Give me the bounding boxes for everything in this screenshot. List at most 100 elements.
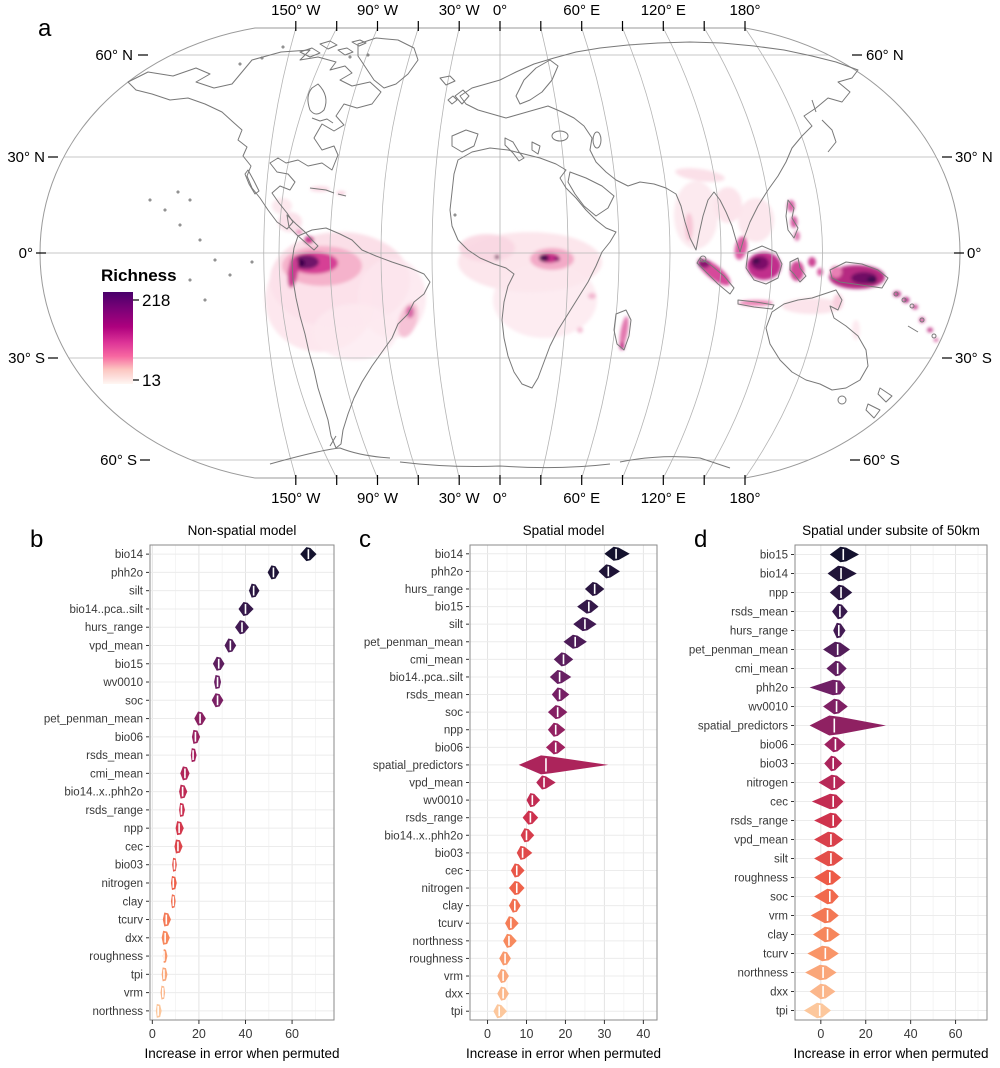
lon-label-top: 60° E bbox=[563, 2, 600, 19]
violin-median-nitrogen bbox=[515, 883, 518, 893]
y-axis-label-clay: clay bbox=[443, 901, 464, 913]
violin-median-northness bbox=[157, 1005, 159, 1016]
lon-label-top: 0° bbox=[493, 2, 507, 19]
violin-median-vpd_mean bbox=[543, 777, 545, 788]
violin-median-tcurv bbox=[824, 948, 827, 959]
panel-letter-d: d bbox=[694, 526, 707, 553]
violin-median-bio03 bbox=[173, 859, 176, 870]
violin-tcurv bbox=[505, 916, 519, 931]
y-axis-label-vpd_mean: vpd_mean bbox=[89, 640, 143, 652]
violin-median-npp bbox=[554, 724, 557, 735]
x-tick-label: 60 bbox=[949, 1027, 963, 1041]
x-tick-label: 60 bbox=[285, 1027, 299, 1041]
y-axis-label-nitrogen: nitrogen bbox=[101, 878, 143, 890]
panel-spatial-subsite-50km: bio15 bio14 npp rsds_mean hurs_range pet_penm… bbox=[670, 515, 1000, 1068]
violin-median-tcurv bbox=[165, 914, 168, 925]
x-tick-label: 40 bbox=[636, 1027, 650, 1041]
lon-label-top: 150° W bbox=[271, 2, 321, 19]
map-axis-ticks bbox=[36, 21, 964, 485]
lon-label-bottom: 60° E bbox=[563, 490, 600, 507]
lon-label-bottom: 30° W bbox=[439, 490, 481, 507]
violin-median-wv0010 bbox=[835, 701, 838, 712]
violin-bio14 bbox=[604, 546, 630, 561]
y-axis-label-nitrogen: nitrogen bbox=[746, 778, 788, 790]
lat-label-right: 60° S bbox=[863, 452, 900, 469]
x-axis-title-b: Increase in error when permuted bbox=[144, 1046, 339, 1061]
graticule bbox=[40, 28, 960, 478]
violin-cec bbox=[510, 863, 525, 878]
violin-median-rsds_range bbox=[832, 815, 834, 826]
violin-bio14..pca..silt bbox=[549, 669, 572, 684]
y-axis-label-pet_penman_mean: pet_penman_mean bbox=[44, 714, 143, 726]
y-axis-label-vrm: vrm bbox=[124, 988, 143, 1000]
violins bbox=[155, 547, 317, 1018]
x-tick-label: 0 bbox=[149, 1027, 156, 1041]
x-axis-title-c: Increase in error when permuted bbox=[466, 1046, 661, 1061]
violin-median-bio14..x..phh2o bbox=[525, 830, 528, 841]
y-axis-label-tcurv: tcurv bbox=[118, 915, 143, 927]
plot-border bbox=[469, 544, 658, 1021]
y-axis-label-roughness: roughness bbox=[734, 873, 788, 885]
violin-median-soc bbox=[829, 891, 831, 902]
panel-letter-b: b bbox=[30, 526, 43, 553]
violin-median-bio14 bbox=[615, 548, 617, 559]
violin-northness bbox=[503, 933, 517, 948]
y-axis-label-npp: npp bbox=[444, 725, 463, 737]
violin-median-silt bbox=[252, 585, 255, 596]
y-axis-label-vpd_mean: vpd_mean bbox=[734, 835, 788, 847]
violin-chart-b: bio14 phh2o silt bio14..pca..silt hurs_range… bbox=[30, 523, 340, 1061]
violins bbox=[493, 546, 630, 1019]
violin-pet_penman_mean bbox=[823, 641, 851, 658]
y-axis-label-rsds_range: rsds_range bbox=[85, 805, 143, 817]
violin-chart-c: bio14 phh2o hurs_range bio15 silt pet_penman_… bbox=[359, 523, 661, 1061]
violin-median-bio14 bbox=[840, 568, 842, 579]
violin-median-roughness bbox=[504, 953, 506, 964]
panel-letter-c: c bbox=[359, 526, 371, 553]
y-axis-label-bio14..pca..silt: bio14..pca..silt bbox=[389, 672, 463, 684]
violin-median-tpi bbox=[163, 969, 165, 980]
y-axis-label-rsds_mean: rsds_mean bbox=[406, 690, 463, 702]
violin-median-bio14 bbox=[307, 549, 310, 560]
lat-label-right: 60° N bbox=[866, 47, 904, 64]
y-axis-label-bio14..x..phh2o: bio14..x..phh2o bbox=[384, 830, 463, 842]
violin-median-roughness bbox=[829, 872, 831, 883]
violin-median-rsds_mean bbox=[839, 606, 841, 617]
y-axis-label-bio03: bio03 bbox=[115, 860, 143, 872]
violin-median-hurs_range bbox=[241, 622, 243, 633]
violin-northness bbox=[805, 964, 837, 981]
y-axis-label-silt: silt bbox=[129, 586, 144, 598]
violin-median-hurs_range bbox=[593, 584, 596, 594]
violin-spatial_predictors bbox=[518, 755, 609, 775]
violin-median-soc bbox=[216, 695, 219, 706]
y-axis-label-roughness: roughness bbox=[89, 951, 143, 963]
violin-median-bio03 bbox=[521, 847, 524, 858]
y-axis-label-rsds_mean: rsds_mean bbox=[86, 750, 143, 762]
y-axis-label-tcurv: tcurv bbox=[438, 918, 463, 930]
violin-median-pet_penman_mean bbox=[199, 713, 201, 724]
y-axis-label-phh2o: phh2o bbox=[756, 683, 788, 695]
violin-rsds_range bbox=[814, 812, 843, 829]
violin-nitrogen bbox=[818, 774, 846, 791]
legend-min: 13 bbox=[142, 371, 161, 390]
violin-wv0010 bbox=[823, 698, 848, 715]
violin-median-cmi_mean bbox=[562, 654, 565, 665]
y-axis-label-phh2o: phh2o bbox=[111, 567, 143, 579]
map-labels: 150° W 150° W 90° W 90° W 30° W 30° W 0° 0° 60° … bbox=[7, 2, 992, 507]
violin-median-phh2o bbox=[607, 566, 610, 577]
x-tick-label: 20 bbox=[558, 1027, 572, 1041]
violin-median-tpi bbox=[498, 1006, 501, 1017]
y-axis-label-cec: cec bbox=[770, 797, 788, 809]
y-axis-label-npp: npp bbox=[769, 588, 788, 600]
violin-median-vpd_mean bbox=[830, 834, 832, 845]
violin-median-pet_penman_mean bbox=[574, 636, 576, 647]
chart-title-b: Non-spatial model bbox=[188, 523, 297, 538]
y-axis-label-cec: cec bbox=[125, 841, 143, 853]
violin-median-bio06 bbox=[554, 742, 557, 753]
axes: bio14 phh2o silt bio14..pca..silt hurs_range… bbox=[30, 523, 340, 1061]
violin-bio15 bbox=[829, 546, 859, 563]
y-axis-label-bio14..x..phh2o: bio14..x..phh2o bbox=[64, 787, 143, 799]
violin-bio14 bbox=[827, 565, 857, 582]
y-axis-label-cmi_mean: cmi_mean bbox=[410, 654, 463, 666]
y-axis-label-phh2o: phh2o bbox=[431, 566, 463, 578]
